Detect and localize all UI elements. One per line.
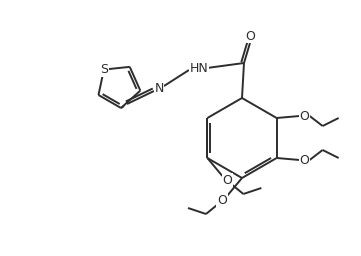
- Text: N: N: [154, 81, 164, 94]
- Text: O: O: [300, 110, 310, 123]
- Text: O: O: [222, 174, 232, 187]
- Text: O: O: [245, 29, 255, 42]
- Text: S: S: [100, 63, 108, 76]
- Text: HN: HN: [190, 61, 208, 74]
- Text: O: O: [217, 194, 227, 207]
- Text: O: O: [300, 154, 310, 166]
